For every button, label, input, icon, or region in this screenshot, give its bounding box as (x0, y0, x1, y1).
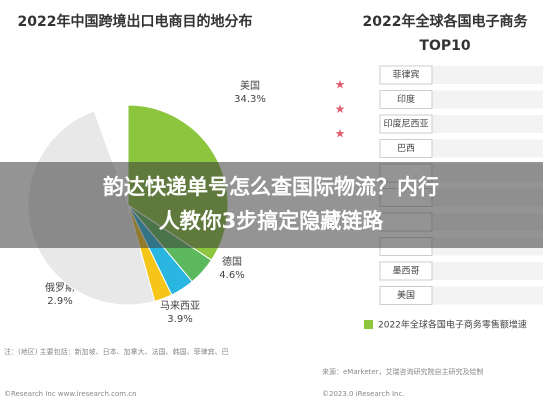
ranking-title: 2022年全球各国电子商务 (363, 13, 529, 30)
star: ★ (335, 102, 346, 116)
pie-note: 注：(地区) 主要包括：新加坡、日本、加拿大、法国、韩国、菲律宾、巴 (4, 347, 229, 356)
pie-source: ©Research Inc www.iresearch.com.cn (4, 390, 137, 398)
category-label: 美国 (397, 289, 415, 301)
category-box (379, 65, 433, 85)
category-box (379, 114, 433, 134)
category-label: 印度尼西亚 (383, 118, 428, 130)
category-label: 菲律宾 (392, 69, 419, 81)
slice-label: 4.6% (219, 270, 244, 281)
ranking-source: 来源：eMarketer，艾瑞咨询研究院自主研究及绘制 (322, 367, 484, 376)
slice-name: 美国 (240, 79, 260, 92)
slice-label: 3.9% (167, 314, 192, 325)
slice-label: 2.9% (47, 296, 72, 307)
pie-title: 2022年中国跨境出口电商目的地分布 (18, 13, 253, 30)
legend-label: 2022年全球各国电子商务零售额增速 (378, 319, 527, 331)
legend-swatch (364, 320, 373, 329)
overlay-title: 韵达快递单号怎么查国际物流？内行 (103, 175, 439, 199)
category-box (379, 90, 433, 109)
category-box (379, 139, 433, 158)
slice-label: 34.3% (234, 94, 266, 105)
category-box (379, 261, 433, 281)
overlay-title: 人教你3步搞定隐藏链路 (159, 209, 385, 233)
star: ★ (335, 127, 346, 141)
overlay-band (0, 162, 543, 248)
category-label: 墨西哥 (392, 266, 419, 277)
slice-name: 德国 (222, 255, 242, 268)
category-label: 印度 (397, 93, 415, 105)
slice-name: 马来西亚 (160, 300, 200, 312)
category-label: 巴西 (397, 143, 415, 154)
star: ★ (335, 78, 346, 92)
ranking-copyright: ©2023.0 iResearch Inc. (322, 390, 405, 398)
category-box (379, 286, 433, 305)
ranking-subtitle: TOP10 (419, 38, 470, 54)
